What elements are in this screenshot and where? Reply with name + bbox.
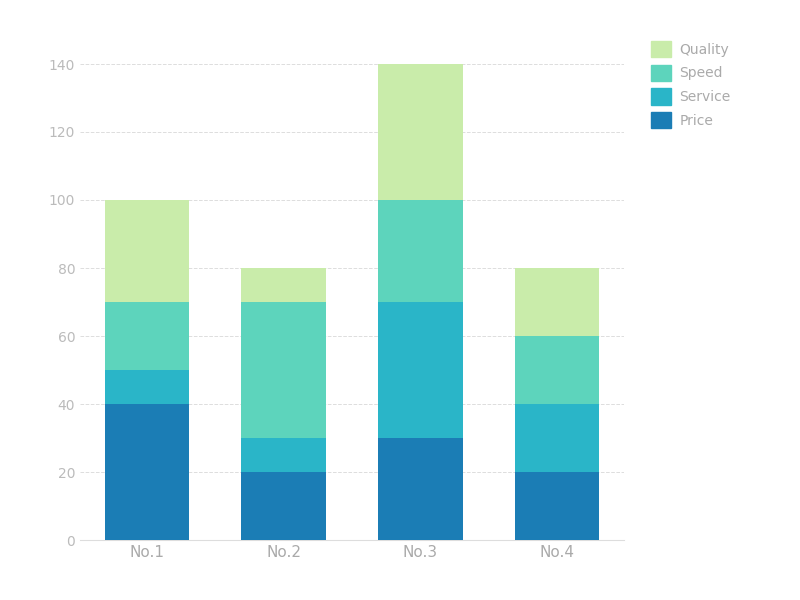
Bar xyxy=(105,370,190,404)
Bar xyxy=(242,302,326,438)
Bar xyxy=(242,268,326,302)
Bar xyxy=(378,302,462,438)
Bar xyxy=(105,302,190,370)
Bar xyxy=(242,472,326,540)
Bar xyxy=(514,268,599,336)
Bar xyxy=(242,438,326,472)
Bar xyxy=(105,404,190,540)
Legend: Quality, Speed, Service, Price: Quality, Speed, Service, Price xyxy=(647,37,734,133)
Bar xyxy=(105,200,190,302)
Bar xyxy=(514,404,599,472)
Bar xyxy=(514,336,599,404)
Bar xyxy=(378,64,462,200)
Bar xyxy=(514,472,599,540)
Bar xyxy=(378,438,462,540)
Bar xyxy=(378,200,462,302)
